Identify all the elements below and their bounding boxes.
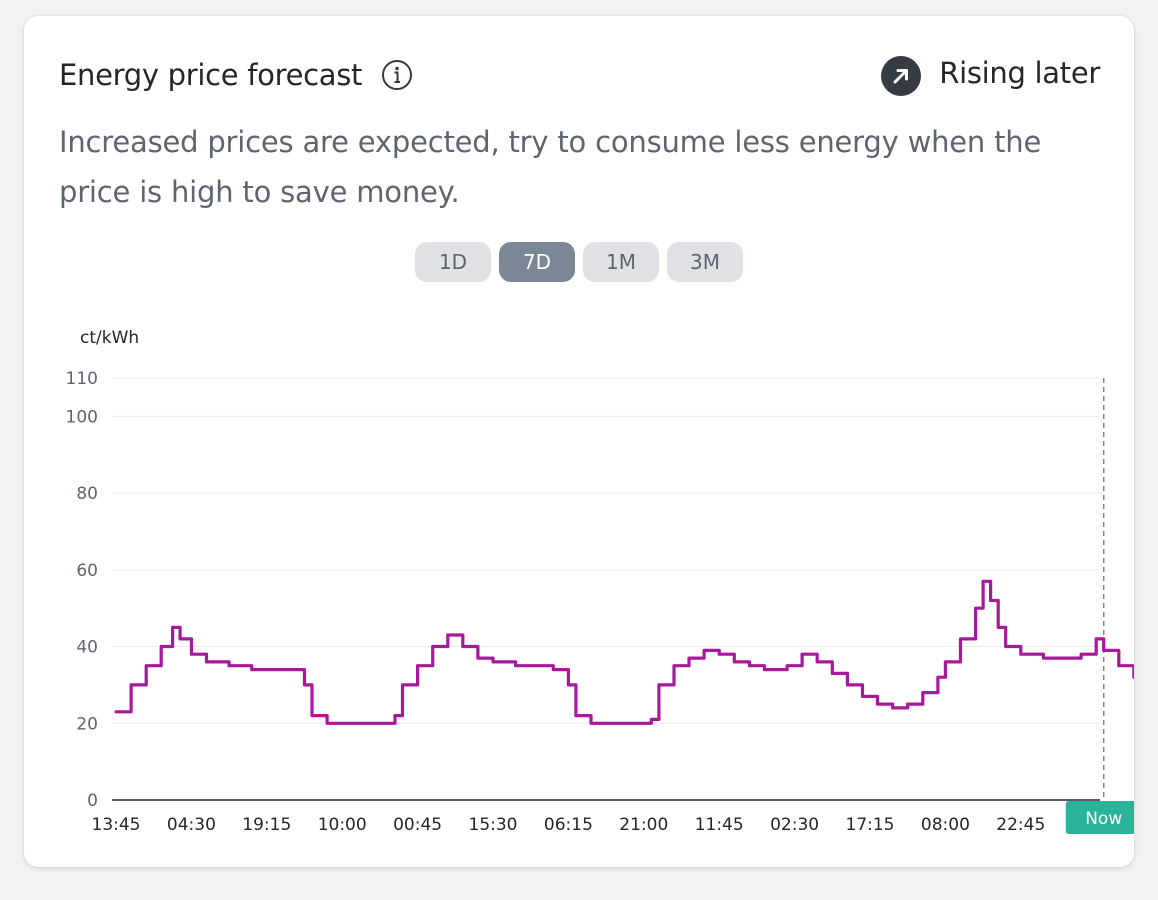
y-tick-label: 20: [76, 714, 98, 734]
range-tabs: 1D 7D 1M 3M: [415, 242, 743, 282]
price-series-line: [114, 579, 1134, 725]
trend-label: Rising later: [939, 56, 1100, 90]
y-axis-unit: ct/kWh: [80, 328, 140, 348]
tab-3m[interactable]: 3M: [667, 242, 743, 282]
tab-1m[interactable]: 1M: [583, 242, 659, 282]
x-tick-label: 04:30: [167, 815, 216, 835]
energy-price-card: Energy price forecast Rising later Incre…: [24, 16, 1134, 867]
tab-1d[interactable]: 1D: [415, 242, 491, 282]
x-tick-label: 10:00: [318, 815, 367, 835]
card-subtitle: Increased prices are expected, try to co…: [59, 125, 1042, 209]
now-badge-label: Now: [1085, 809, 1122, 829]
now-badge: [1065, 801, 1134, 834]
x-tick-label: 08:00: [921, 815, 970, 835]
x-tick-label: 13:45: [92, 815, 141, 835]
arrow-up-right-icon: [881, 56, 921, 96]
x-tick-label: 06:15: [544, 815, 593, 835]
x-tick-label: 00:45: [393, 815, 442, 835]
y-tick-label: 110: [66, 369, 98, 389]
price-chart: 0 20 40 60 80 100 110 13:45 04:30 19:15 10:00 00:45…: [66, 369, 1134, 835]
x-tick-label: 02:30: [770, 815, 819, 835]
x-tick-label: 17:15: [846, 815, 895, 835]
y-tick-label: 60: [76, 561, 98, 581]
x-tick-label: 21:00: [619, 815, 668, 835]
card-title: Energy price forecast: [59, 58, 363, 92]
y-tick-label: 0: [87, 791, 98, 811]
x-tick-label: 11:45: [695, 815, 744, 835]
y-tick-label: 40: [76, 638, 98, 658]
info-icon[interactable]: [381, 59, 413, 91]
x-tick-label: 19:15: [242, 815, 291, 835]
y-tick-label: 100: [66, 407, 98, 427]
y-tick-label: 80: [76, 484, 98, 504]
tab-7d[interactable]: 7D: [499, 242, 575, 282]
x-tick-label: 22:45: [996, 815, 1045, 835]
x-tick-label: 15:30: [469, 815, 518, 835]
